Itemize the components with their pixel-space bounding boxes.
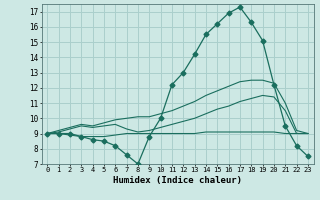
- X-axis label: Humidex (Indice chaleur): Humidex (Indice chaleur): [113, 176, 242, 185]
